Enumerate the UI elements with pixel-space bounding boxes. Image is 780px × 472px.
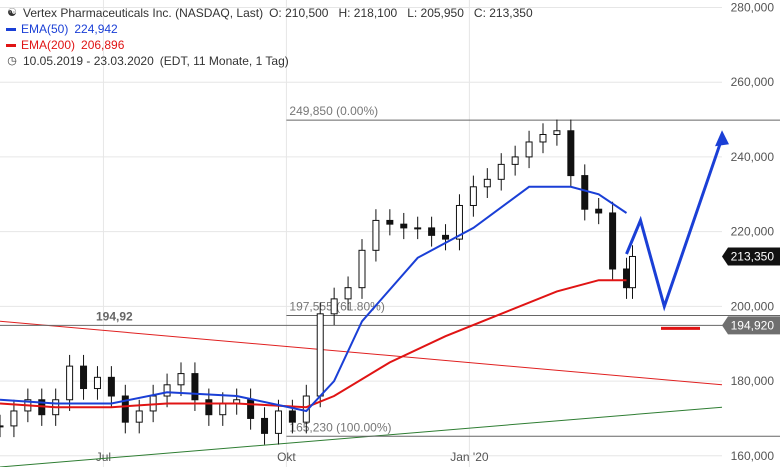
support-price-tag: 194,920 — [731, 318, 775, 332]
y-tick-label: 240,000 — [731, 150, 775, 164]
candle-body — [469, 186, 477, 206]
legend-ema50-row[interactable]: EMA(50) 224,942 — [6, 21, 533, 37]
y-tick-label: 220,000 — [731, 225, 775, 239]
candle-body — [135, 410, 143, 423]
y-tick-label: 200,000 — [731, 299, 775, 313]
upper-trendline — [0, 320, 723, 386]
y-tick-label: 280,000 — [731, 0, 775, 14]
ema200-value: 206,896 — [81, 38, 125, 52]
support-price-tag-bg — [722, 316, 780, 335]
candle-body — [553, 130, 561, 135]
date-range: 10.05.2019 - 23.03.2020 — [23, 54, 154, 68]
candle-body — [525, 141, 533, 158]
candle-body — [567, 130, 575, 177]
candle-body — [400, 223, 408, 229]
ema50-line — [0, 185, 628, 413]
ema200-swatch — [6, 43, 16, 47]
candle-body — [0, 425, 4, 428]
candle-body — [107, 376, 115, 397]
projection-line — [625, 137, 724, 312]
candle-body — [205, 399, 213, 416]
symbol-title: Vertex Pharmaceuticals Inc. (NASDAQ, Las… — [23, 6, 264, 20]
current-price-tag: 213,350 — [731, 249, 775, 263]
y-tick-label: 260,000 — [731, 75, 775, 89]
chart-legend: ☯ Vertex Pharmaceuticals Inc. (NASDAQ, L… — [6, 5, 533, 69]
legend-title-row: ☯ Vertex Pharmaceuticals Inc. (NASDAQ, L… — [6, 5, 533, 21]
candle-body — [595, 208, 603, 214]
y-tick-label: 160,000 — [731, 449, 775, 463]
candle-body — [483, 178, 491, 188]
candle-body — [316, 313, 324, 397]
candle-body — [66, 365, 74, 401]
candle-body — [497, 163, 505, 180]
ema200-label: EMA(200) — [21, 38, 76, 52]
candle-body — [344, 287, 352, 300]
candle-body — [261, 417, 269, 434]
candle-body — [455, 204, 463, 240]
legend-range-row: ◷ 10.05.2019 - 23.03.2020 (EDT, 11 Monat… — [6, 53, 533, 69]
projection-arrowhead — [715, 130, 729, 147]
x-tick-label: Jan '20 — [450, 450, 489, 464]
candle-body — [121, 395, 129, 423]
candle-body — [358, 249, 366, 289]
ema50-label: EMA(50) — [21, 22, 69, 36]
candle-body — [539, 133, 547, 143]
candle-body — [511, 156, 519, 165]
candle-body — [330, 298, 338, 315]
candle-body — [372, 219, 380, 251]
candle-body — [247, 399, 255, 419]
fib-level-label: 165,230 (100.00%) — [289, 420, 391, 434]
candle-body — [288, 410, 296, 423]
candle-body — [177, 373, 185, 386]
candle-body — [442, 234, 450, 240]
fib-level-label: 249,850 (0.00%) — [289, 104, 378, 118]
lower-trendline — [0, 406, 723, 468]
ema50-swatch — [6, 27, 16, 31]
range-detail: (EDT, 11 Monate, 1 Tag) — [159, 54, 289, 68]
candle-body — [93, 376, 101, 390]
candle-body — [623, 268, 631, 289]
ema200-line — [0, 279, 627, 409]
candle-body — [191, 373, 199, 401]
candle-body — [428, 227, 436, 236]
candle-body — [163, 384, 171, 397]
candle-body — [609, 212, 617, 270]
x-tick-label: Jul — [96, 450, 111, 464]
candle-body — [219, 402, 227, 416]
support-level-label: 194,92 — [96, 309, 133, 323]
candle-body — [414, 227, 422, 230]
candle-body — [80, 365, 88, 390]
ohlc-values: O: 210,500 H: 218,100 L: 205,950 C: 213,… — [269, 6, 533, 20]
x-tick-label: Okt — [277, 450, 296, 464]
clock-icon: ◷ — [7, 55, 17, 67]
candle-body — [581, 175, 589, 210]
current-price-tag-bg — [722, 247, 780, 266]
candle-body — [386, 219, 394, 225]
legend-ema200-row[interactable]: EMA(200) 206,896 — [6, 37, 533, 53]
candle-body — [10, 410, 18, 427]
ema50-value: 224,942 — [74, 22, 118, 36]
candle-body — [628, 255, 636, 289]
candle-body — [274, 410, 282, 434]
y-tick-label: 180,000 — [731, 374, 775, 388]
candlestick-icon: ☯ — [7, 7, 17, 19]
